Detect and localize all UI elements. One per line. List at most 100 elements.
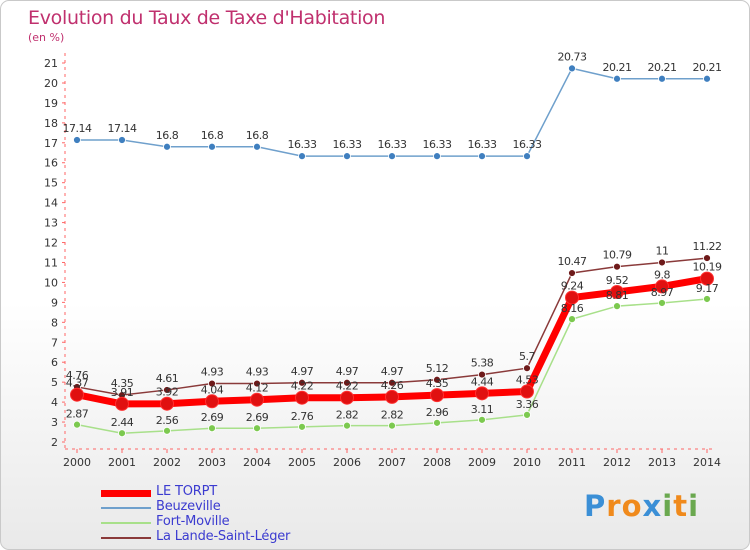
logo-letter: x: [642, 489, 663, 523]
data-label: 9.8: [654, 268, 670, 281]
data-label: 4.04: [201, 383, 224, 396]
data-label: 11.22: [693, 240, 722, 253]
data-point: [703, 254, 711, 262]
x-tick-label: 2009: [468, 456, 496, 469]
data-label: 16.33: [333, 138, 362, 151]
data-label: 5.12: [426, 362, 449, 375]
x-tick-label: 2011: [558, 456, 586, 469]
data-label: 2.44: [111, 416, 134, 429]
data-point: [655, 279, 669, 294]
x-tick-label: 2003: [198, 456, 226, 469]
data-point: [250, 392, 264, 407]
data-point: [208, 379, 216, 388]
y-tick-label: 10: [44, 276, 58, 289]
data-point: [433, 375, 441, 384]
data-label: 2.69: [201, 411, 224, 424]
data-point: [523, 152, 531, 161]
data-point: [703, 295, 711, 303]
data-label: 4.93: [201, 366, 224, 379]
data-label: 10.47: [558, 255, 587, 268]
x-tick-label: 2013: [648, 456, 676, 469]
data-point: [523, 364, 531, 373]
data-label: 8.81: [606, 289, 629, 302]
data-point: [520, 384, 534, 399]
data-point: [658, 299, 666, 307]
data-label: 16.33: [288, 138, 317, 151]
data-point: [118, 136, 126, 144]
data-label: 4.35: [426, 377, 449, 390]
data-point: [163, 386, 171, 394]
data-point: [340, 390, 354, 405]
x-tick-label: 2008: [423, 456, 451, 469]
data-point: [298, 422, 306, 431]
y-tick-label: 13: [44, 217, 58, 230]
data-label: 16.8: [246, 129, 269, 142]
data-point: [475, 386, 489, 401]
data-point: [610, 284, 624, 299]
data-label: 2.76: [291, 410, 314, 423]
y-tick-label: 4: [51, 396, 58, 409]
data-label: 17.14: [108, 122, 137, 135]
legend-label: LE TORPT: [156, 484, 217, 499]
data-point: [343, 421, 351, 430]
data-label: 4.53: [516, 374, 539, 387]
data-label: 3.36: [516, 398, 539, 411]
data-label: 8.16: [561, 302, 584, 315]
data-point: [433, 152, 441, 161]
legend-swatch: [101, 537, 151, 539]
data-point: [343, 378, 351, 387]
data-label: 16.8: [201, 129, 224, 142]
data-point: [658, 74, 666, 83]
data-point: [430, 388, 444, 403]
data-label: 5.38: [471, 357, 494, 370]
legend-swatch: [101, 522, 151, 524]
chart-subtitle: (en %): [28, 31, 65, 44]
x-tick-label: 2000: [63, 456, 91, 469]
data-label: 3.91: [111, 386, 134, 399]
data-label: 2.69: [246, 411, 269, 424]
logo-letter: P: [584, 489, 607, 523]
data-point: [163, 426, 171, 435]
x-tick-label: 2014: [693, 456, 721, 469]
y-tick-label: 12: [44, 237, 58, 250]
y-tick-label: 16: [44, 157, 58, 170]
x-tick-label: 2004: [243, 456, 271, 469]
data-point: [388, 152, 396, 161]
data-label: 4.22: [336, 380, 359, 393]
data-label: 4.44: [471, 375, 494, 388]
x-tick-label: 2006: [333, 456, 361, 469]
data-label: 4.35: [111, 377, 134, 390]
data-label: 16.33: [468, 138, 497, 151]
y-tick-label: 3: [51, 416, 58, 429]
data-label: 4.22: [291, 380, 314, 393]
y-tick-label: 8: [51, 316, 58, 329]
data-label: 11: [656, 244, 669, 257]
data-label: 20.21: [648, 61, 677, 74]
data-point: [565, 290, 579, 305]
data-point: [253, 379, 261, 388]
y-tick-label: 15: [44, 177, 58, 190]
data-point: [253, 424, 261, 433]
data-label: 20.21: [603, 61, 632, 74]
data-point: [613, 302, 621, 311]
legend-label: Beuzeville: [156, 499, 221, 514]
legend-label: La Lande-Saint-Léger: [156, 529, 291, 544]
data-label: 4.37: [66, 377, 89, 390]
legend-swatch: [101, 507, 151, 509]
y-tick-label: 9: [51, 296, 58, 309]
logo-letter: t: [673, 489, 689, 523]
data-label: 2.87: [66, 408, 89, 421]
y-tick-label: 14: [44, 197, 58, 210]
y-tick-label: 2: [51, 436, 58, 449]
data-point: [163, 142, 171, 151]
y-tick-label: 5: [51, 376, 58, 389]
data-label: 4.97: [336, 365, 359, 378]
data-label: 4.26: [381, 379, 404, 392]
logo-letter: r: [606, 489, 622, 523]
y-tick-label: 18: [44, 117, 58, 130]
data-point: [658, 258, 666, 267]
data-label: 2.96: [426, 406, 449, 419]
x-tick-label: 2012: [603, 456, 631, 469]
data-point: [523, 410, 531, 419]
